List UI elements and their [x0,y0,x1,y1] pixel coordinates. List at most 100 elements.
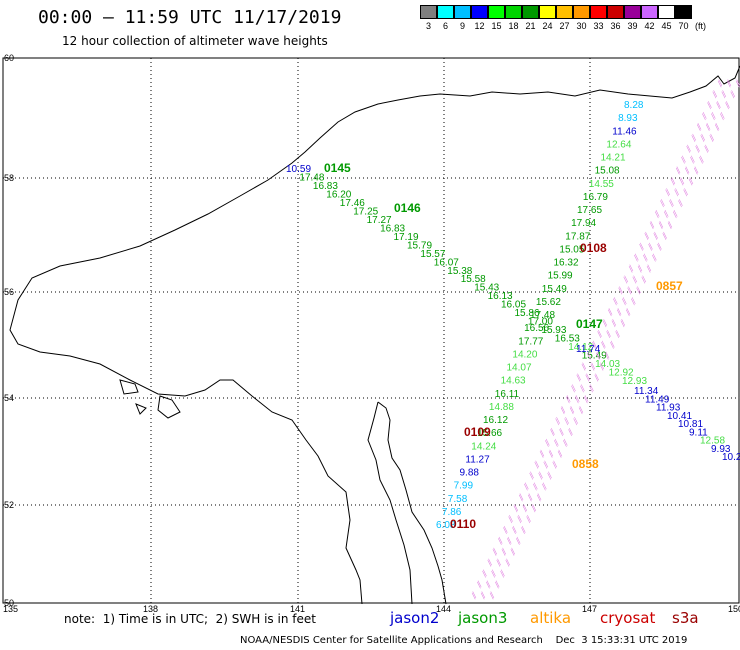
altika-band-mark: ∕∕ [601,350,613,361]
altimeter-tracks: 10.5917.4816.8316.2017.4617.2517.2716.83… [286,78,740,601]
swh-value: 16.32 [554,258,579,269]
legend-entry: altika [530,609,572,627]
swh-value: 17.25 [353,206,378,217]
altika-band-mark: ∕∕ [657,198,669,209]
swh-value: 8.93 [618,113,638,124]
altika-band-mark: ∕∕ [524,492,536,503]
swh-value: 11.49 [645,394,670,405]
altika-band-mark: ∕∕ [526,470,538,481]
altika-band-mark: ∕∕ [608,318,620,329]
altika-band-mark: ∕∕ [692,143,704,154]
swh-value: 17.65 [577,205,602,216]
shantar-islands [119,379,181,419]
altika-band-mark: ∕∕ [580,394,592,405]
lon-tick-label: 144 [436,604,451,614]
altika-band-mark: ∕∕ [707,111,719,122]
altika-band-mark: ∕∕ [500,525,512,536]
pass-time-label: 0147 [576,317,603,331]
altika-band-mark: ∕∕ [711,122,723,133]
altika-band-mark: ∕∕ [704,100,716,111]
swh-value: 11.93 [656,403,681,414]
altika-band-mark: ∕∕ [671,187,683,198]
altika-band-mark: ∕∕ [510,503,522,514]
altika-band-mark: ∕∕ [709,89,721,100]
altika-band-mark: ∕∕ [486,590,498,601]
altika-band-mark: ∕∕ [701,143,713,154]
altika-band-mark: ∕∕ [571,394,583,405]
footer-note: note: 1) Time is in UTC; 2) SWH is in fe… [64,612,316,626]
swh-value: 10.41 [667,411,692,422]
color-scale-label: 18 [508,21,519,31]
swh-value: 17.46 [340,198,365,209]
altika-band-mark: ∕∕ [659,230,671,241]
altika-band-mark: ∕∕ [641,230,653,241]
altika-band-mark: ∕∕ [538,481,550,492]
altika-band-mark: ∕∕ [615,285,627,296]
altika-band-mark: ∕∕ [625,263,637,274]
altika-band-mark: ∕∕ [515,492,527,503]
swh-value: 8.28 [624,100,644,111]
altika-band-mark: ∕∕ [550,437,562,448]
color-swatch [607,5,624,19]
altika-band-mark: ∕∕ [505,514,517,525]
altika-band-mark: ∕∕ [706,132,718,143]
altika-band-mark: ∕∕ [512,535,524,546]
lon-tick-label: 135 [3,604,18,614]
altika-band-mark: ∕∕ [556,427,568,438]
swh-value: 15.99 [548,271,573,282]
color-swatch [420,5,437,19]
altika-band-mark: ∕∕ [713,100,725,111]
swh-value: 17.19 [394,232,419,243]
color-scale-label: 3 [425,21,431,31]
swh-value: 11.27 [465,454,490,465]
color-scale-label: 9 [459,21,465,31]
color-swatch [641,5,658,19]
altika-band-mark: ∕∕ [547,427,559,438]
lat-lon-grid: 135 138 141 144 147 150 60 58 56 54 52 50 [3,53,740,614]
lat-tick-label: 52 [4,500,14,510]
altika-band-mark: ∕∕ [666,198,678,209]
swh-value: 15.58 [461,274,486,285]
swh-value: 15.79 [407,240,432,251]
color-swatch [437,5,454,19]
altika-band-mark: ∕∕ [660,209,672,220]
swh-value: 15.43 [474,283,499,294]
color-swatch [488,5,505,19]
altika-band-mark: ∕∕ [723,78,735,89]
swh-value: 16.56 [524,323,549,334]
altika-band-mark: ∕∕ [549,459,561,470]
lat-tick-label: 50 [4,598,14,608]
altika-track-band: ∕∕∕∕∕∕∕∕∕∕∕∕∕∕∕∕∕∕∕∕∕∕∕∕∕∕∕∕∕∕∕∕∕∕∕∕∕∕∕∕… [468,78,740,601]
swh-value: 16.83 [380,223,405,234]
altika-band-mark: ∕∕ [535,470,547,481]
swh-value: 15.66 [477,428,502,439]
legend-entry: s3a [672,609,699,627]
altika-band-mark: ∕∕ [664,220,676,231]
lon-tick-label: 138 [143,604,158,614]
altika-band-mark: ∕∕ [509,525,521,536]
color-swatch [471,5,488,19]
altika-band-mark: ∕∕ [662,187,674,198]
altika-band-mark: ∕∕ [566,405,578,416]
altika-band-mark: ∕∕ [493,557,505,568]
altika-band-mark: ∕∕ [655,220,667,231]
swh-value: 9.88 [460,468,480,479]
altika-band-mark: ∕∕ [596,361,608,372]
altika-band-mark: ∕∕ [544,470,556,481]
lat-tick-label: 54 [4,393,14,403]
swh-value: 6.08 [436,520,456,531]
coastline [9,65,740,605]
altika-band-mark: ∕∕ [636,241,648,252]
altika-band-mark: ∕∕ [523,514,535,525]
swh-value: 16.83 [313,181,338,192]
color-scale-label: 15 [491,21,502,31]
swh-value: 10.81 [678,419,703,430]
altika-band-mark: ∕∕ [618,296,630,307]
altika-band-mark: ∕∕ [583,350,595,361]
altika-band-mark: ∕∕ [514,514,526,525]
altika-band-mark: ∕∕ [491,579,503,590]
altika-band-mark: ∕∕ [541,437,553,448]
altika-band-mark: ∕∕ [482,579,494,590]
swh-value: 17.48 [299,173,324,184]
